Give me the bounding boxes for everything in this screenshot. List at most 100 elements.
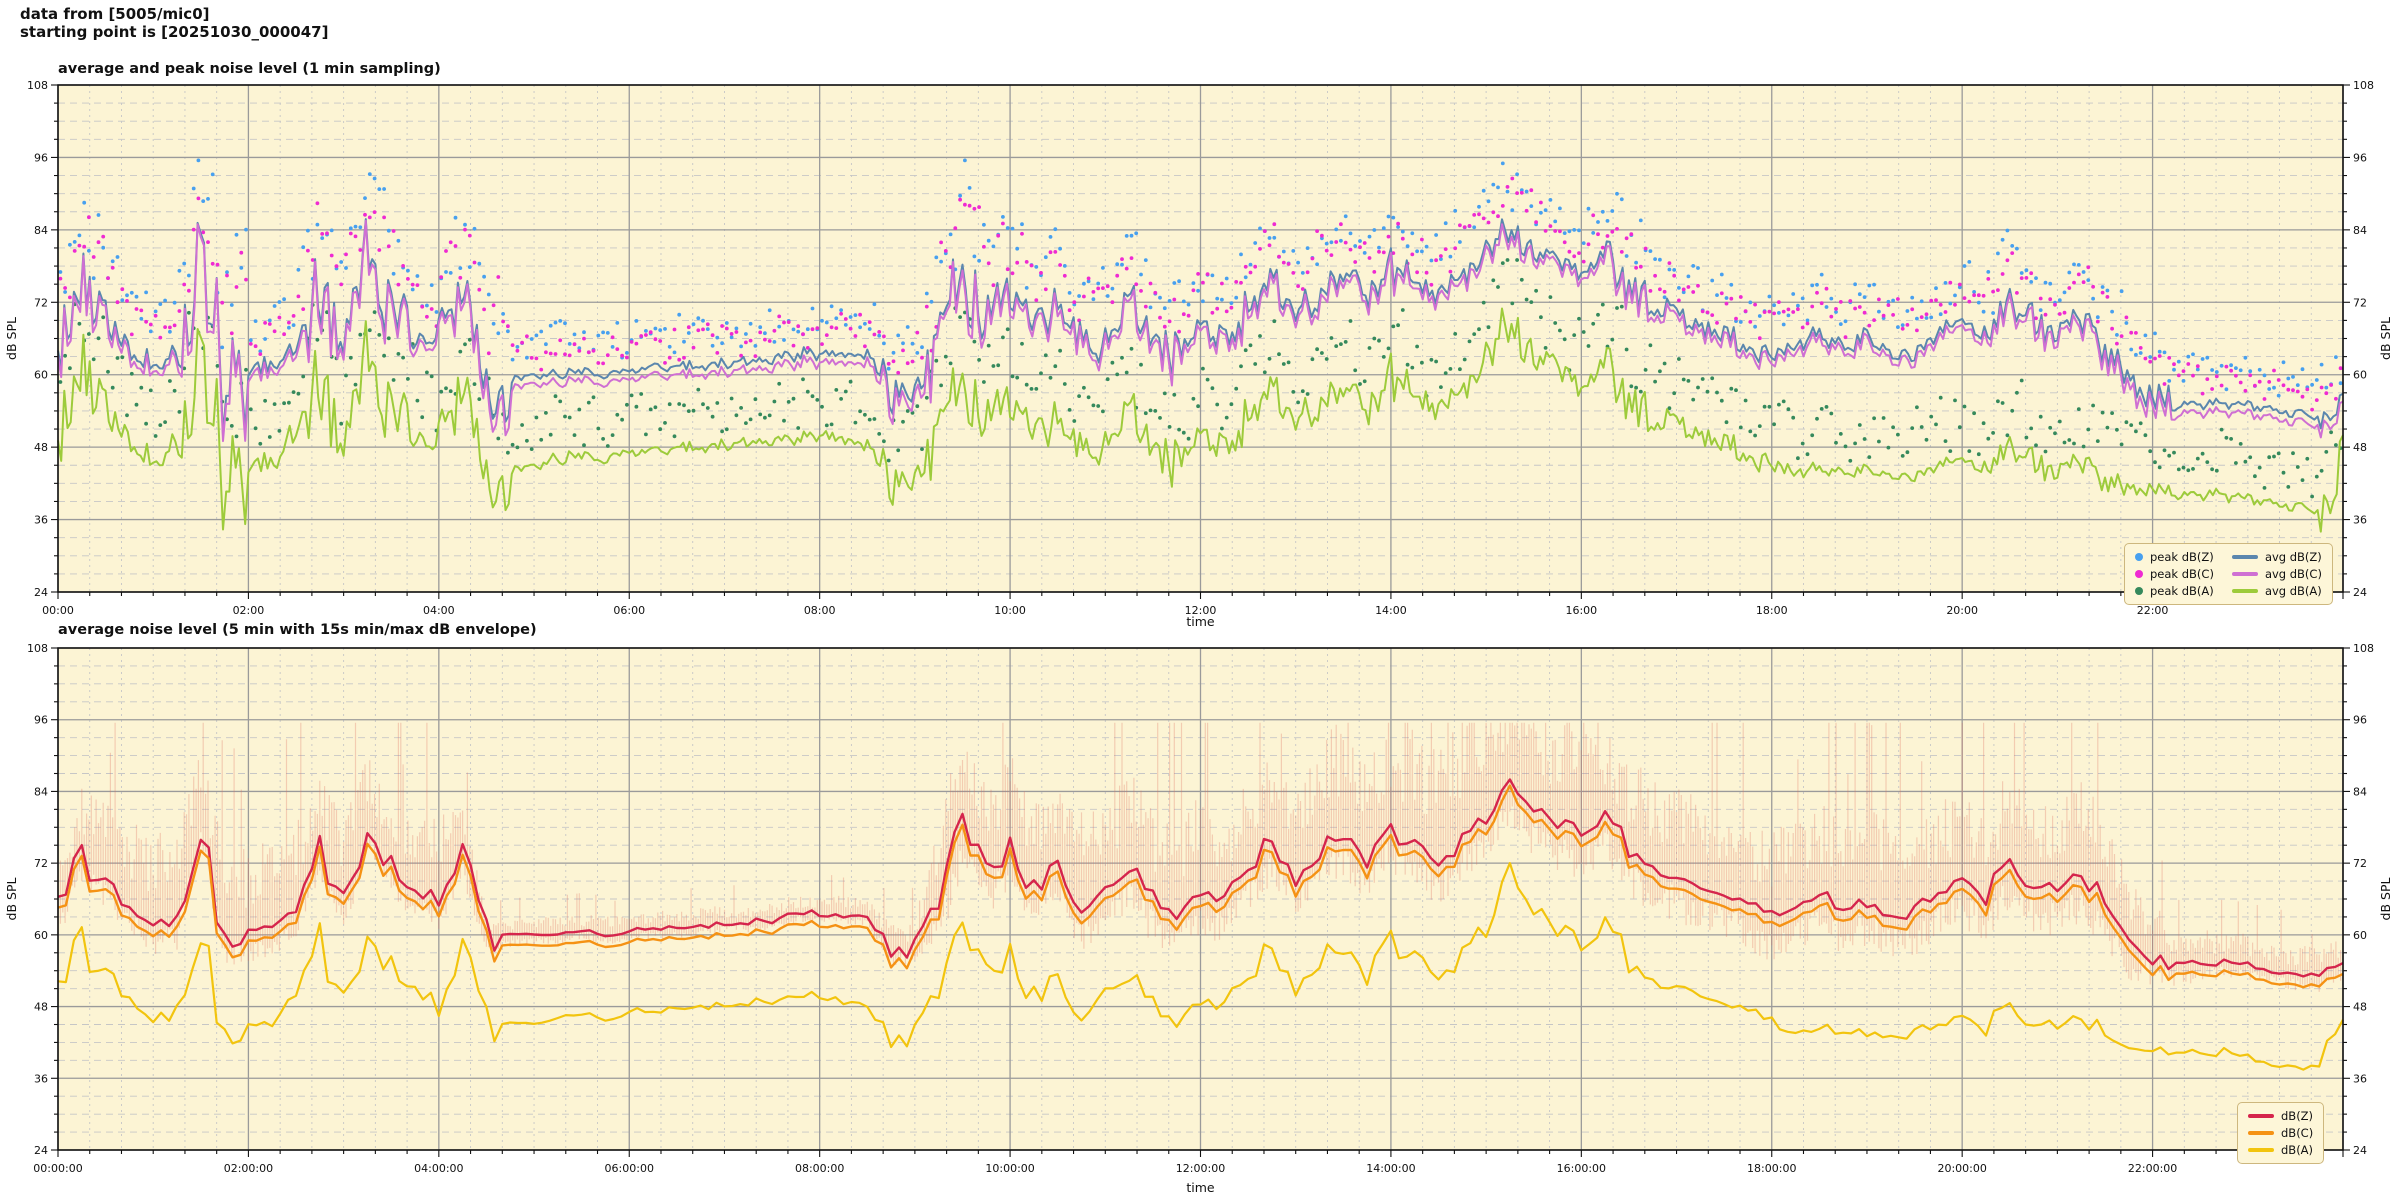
svg-text:08:00:00: 08:00:00: [795, 1162, 844, 1175]
chart2-xlabel: time: [1186, 1180, 1215, 1195]
line-avg-db-z-: [57, 218, 2344, 437]
legend-item-avg-dbc: avg dB(C): [2231, 567, 2322, 581]
legend-item-dbz: dB(Z): [2248, 1109, 2313, 1123]
legend-label: avg dB(C): [2264, 567, 2322, 581]
svg-text:72: 72: [2353, 296, 2367, 309]
legend-label: peak dB(A): [2150, 584, 2214, 598]
svg-text:60: 60: [2353, 929, 2367, 942]
peak-dba-marker-icon: [2135, 587, 2143, 595]
svg-text:00:00: 00:00: [42, 604, 74, 617]
svg-text:22:00: 22:00: [2137, 604, 2169, 617]
ylabel-right: dB SPL: [2378, 317, 2393, 360]
svg-text:20:00: 20:00: [1946, 604, 1978, 617]
svg-text:24: 24: [2353, 586, 2367, 599]
svg-text:36: 36: [34, 1072, 48, 1085]
ylabel-left: dB SPL: [4, 317, 19, 360]
line-db-z-: [57, 778, 2344, 978]
svg-text:02:00:00: 02:00:00: [224, 1162, 273, 1175]
ylabel-left: dB SPL: [4, 878, 19, 921]
legend-item-peak-dba: peak dB(A): [2135, 584, 2214, 598]
legend-item-avg-dba: avg dB(A): [2231, 584, 2322, 598]
svg-text:06:00: 06:00: [613, 604, 645, 617]
svg-text:02:00: 02:00: [233, 604, 265, 617]
line-avg-db-a-: [57, 307, 2344, 533]
svg-text:84: 84: [34, 224, 48, 237]
legend-label: dB(A): [2281, 1143, 2314, 1157]
dba-marker-icon: [2248, 1148, 2274, 1152]
svg-text:12:00: 12:00: [1185, 604, 1217, 617]
legend-item-dba: dB(A): [2248, 1143, 2313, 1157]
svg-text:14:00:00: 14:00:00: [1366, 1162, 1415, 1175]
svg-text:48: 48: [34, 1001, 48, 1014]
legend-item-avg-dbz: avg dB(Z): [2231, 550, 2322, 564]
svg-text:22:00:00: 22:00:00: [2128, 1162, 2177, 1175]
svg-text:24: 24: [2353, 1144, 2367, 1157]
svg-text:84: 84: [2353, 785, 2367, 798]
svg-text:60: 60: [34, 929, 48, 942]
figure-header: data from [5005/mic0] starting point is …: [20, 5, 328, 41]
svg-text:20:00:00: 20:00:00: [1937, 1162, 1986, 1175]
scatter-peak-db-c-: [58, 176, 2343, 412]
legend-label: avg dB(Z): [2264, 550, 2322, 564]
svg-text:108: 108: [27, 79, 48, 92]
svg-text:36: 36: [34, 514, 48, 527]
svg-text:72: 72: [2353, 857, 2367, 870]
svg-text:96: 96: [34, 151, 48, 164]
svg-text:108: 108: [2353, 642, 2374, 655]
axis-ticks: [51, 647, 2350, 1157]
scatter-peak-db-z-: [58, 158, 2343, 398]
svg-text:60: 60: [34, 369, 48, 382]
svg-text:24: 24: [34, 1144, 48, 1157]
peak-dbc-marker-icon: [2135, 570, 2143, 578]
svg-text:24: 24: [34, 586, 48, 599]
svg-text:06:00:00: 06:00:00: [605, 1162, 654, 1175]
svg-text:60: 60: [2353, 369, 2367, 382]
svg-text:10:00:00: 10:00:00: [985, 1162, 1034, 1175]
svg-text:10:00: 10:00: [994, 604, 1026, 617]
chart2-legend: dB(Z) dB(C) dB(A): [2237, 1102, 2325, 1164]
avg-dbc-marker-icon: [2231, 572, 2258, 576]
svg-text:00:00:00: 00:00:00: [33, 1162, 82, 1175]
svg-text:84: 84: [2353, 224, 2367, 237]
legend-item-dbc: dB(C): [2248, 1126, 2313, 1140]
dbc-marker-icon: [2248, 1131, 2274, 1135]
chart1-xlabel: time: [1186, 614, 1215, 629]
svg-text:36: 36: [2353, 1072, 2367, 1085]
legend-item-peak-dbc: peak dB(C): [2135, 567, 2214, 581]
svg-text:04:00:00: 04:00:00: [414, 1162, 463, 1175]
chart1-legend: peak dB(Z) avg dB(Z) peak dB(C) avg dB(C…: [2124, 543, 2333, 605]
svg-text:04:00: 04:00: [423, 604, 455, 617]
svg-text:72: 72: [34, 296, 48, 309]
legend-item-peak-dbz: peak dB(Z): [2135, 550, 2214, 564]
scatter-peak-db-a-: [58, 258, 2343, 499]
svg-text:108: 108: [2353, 79, 2374, 92]
svg-text:96: 96: [2353, 151, 2367, 164]
tick-labels: 24 24 36 36 48 48 60 60 72 72 84 84 96 96 108 108 00:00 0…: [27, 79, 2374, 617]
svg-text:14:00: 14:00: [1375, 604, 1407, 617]
dbz-marker-icon: [2248, 1114, 2274, 1118]
legend-label: peak dB(C): [2150, 567, 2214, 581]
svg-text:84: 84: [34, 785, 48, 798]
legend-label: avg dB(A): [2264, 584, 2322, 598]
svg-text:18:00: 18:00: [1756, 604, 1788, 617]
svg-text:08:00: 08:00: [804, 604, 836, 617]
chart1-title: average and peak noise level (1 min samp…: [58, 61, 441, 77]
svg-text:36: 36: [2353, 514, 2367, 527]
header-source: data from [5005/mic0]: [20, 5, 210, 23]
svg-text:48: 48: [2353, 441, 2367, 454]
line-db-c-: [57, 784, 2344, 989]
svg-text:108: 108: [27, 642, 48, 655]
line-avg-db-c-: [57, 219, 2344, 443]
svg-text:48: 48: [2353, 1001, 2367, 1014]
peak-dbz-marker-icon: [2135, 553, 2143, 561]
chart-0: 24 24 36 36 48 48 60 60 72 72 84 84 96 96 108 108 00:00 0…: [4, 79, 2393, 617]
svg-text:72: 72: [34, 857, 48, 870]
avg-dba-marker-icon: [2231, 589, 2258, 593]
line-db-a-: [57, 862, 2344, 1071]
svg-text:18:00:00: 18:00:00: [1747, 1162, 1796, 1175]
svg-text:96: 96: [34, 714, 48, 727]
header-start-point: starting point is [20251030_000047]: [20, 23, 329, 41]
chart-1: 24 24 36 36 48 48 60 60 72 72 84 84 96 96 108 108 00:00:…: [4, 642, 2393, 1175]
